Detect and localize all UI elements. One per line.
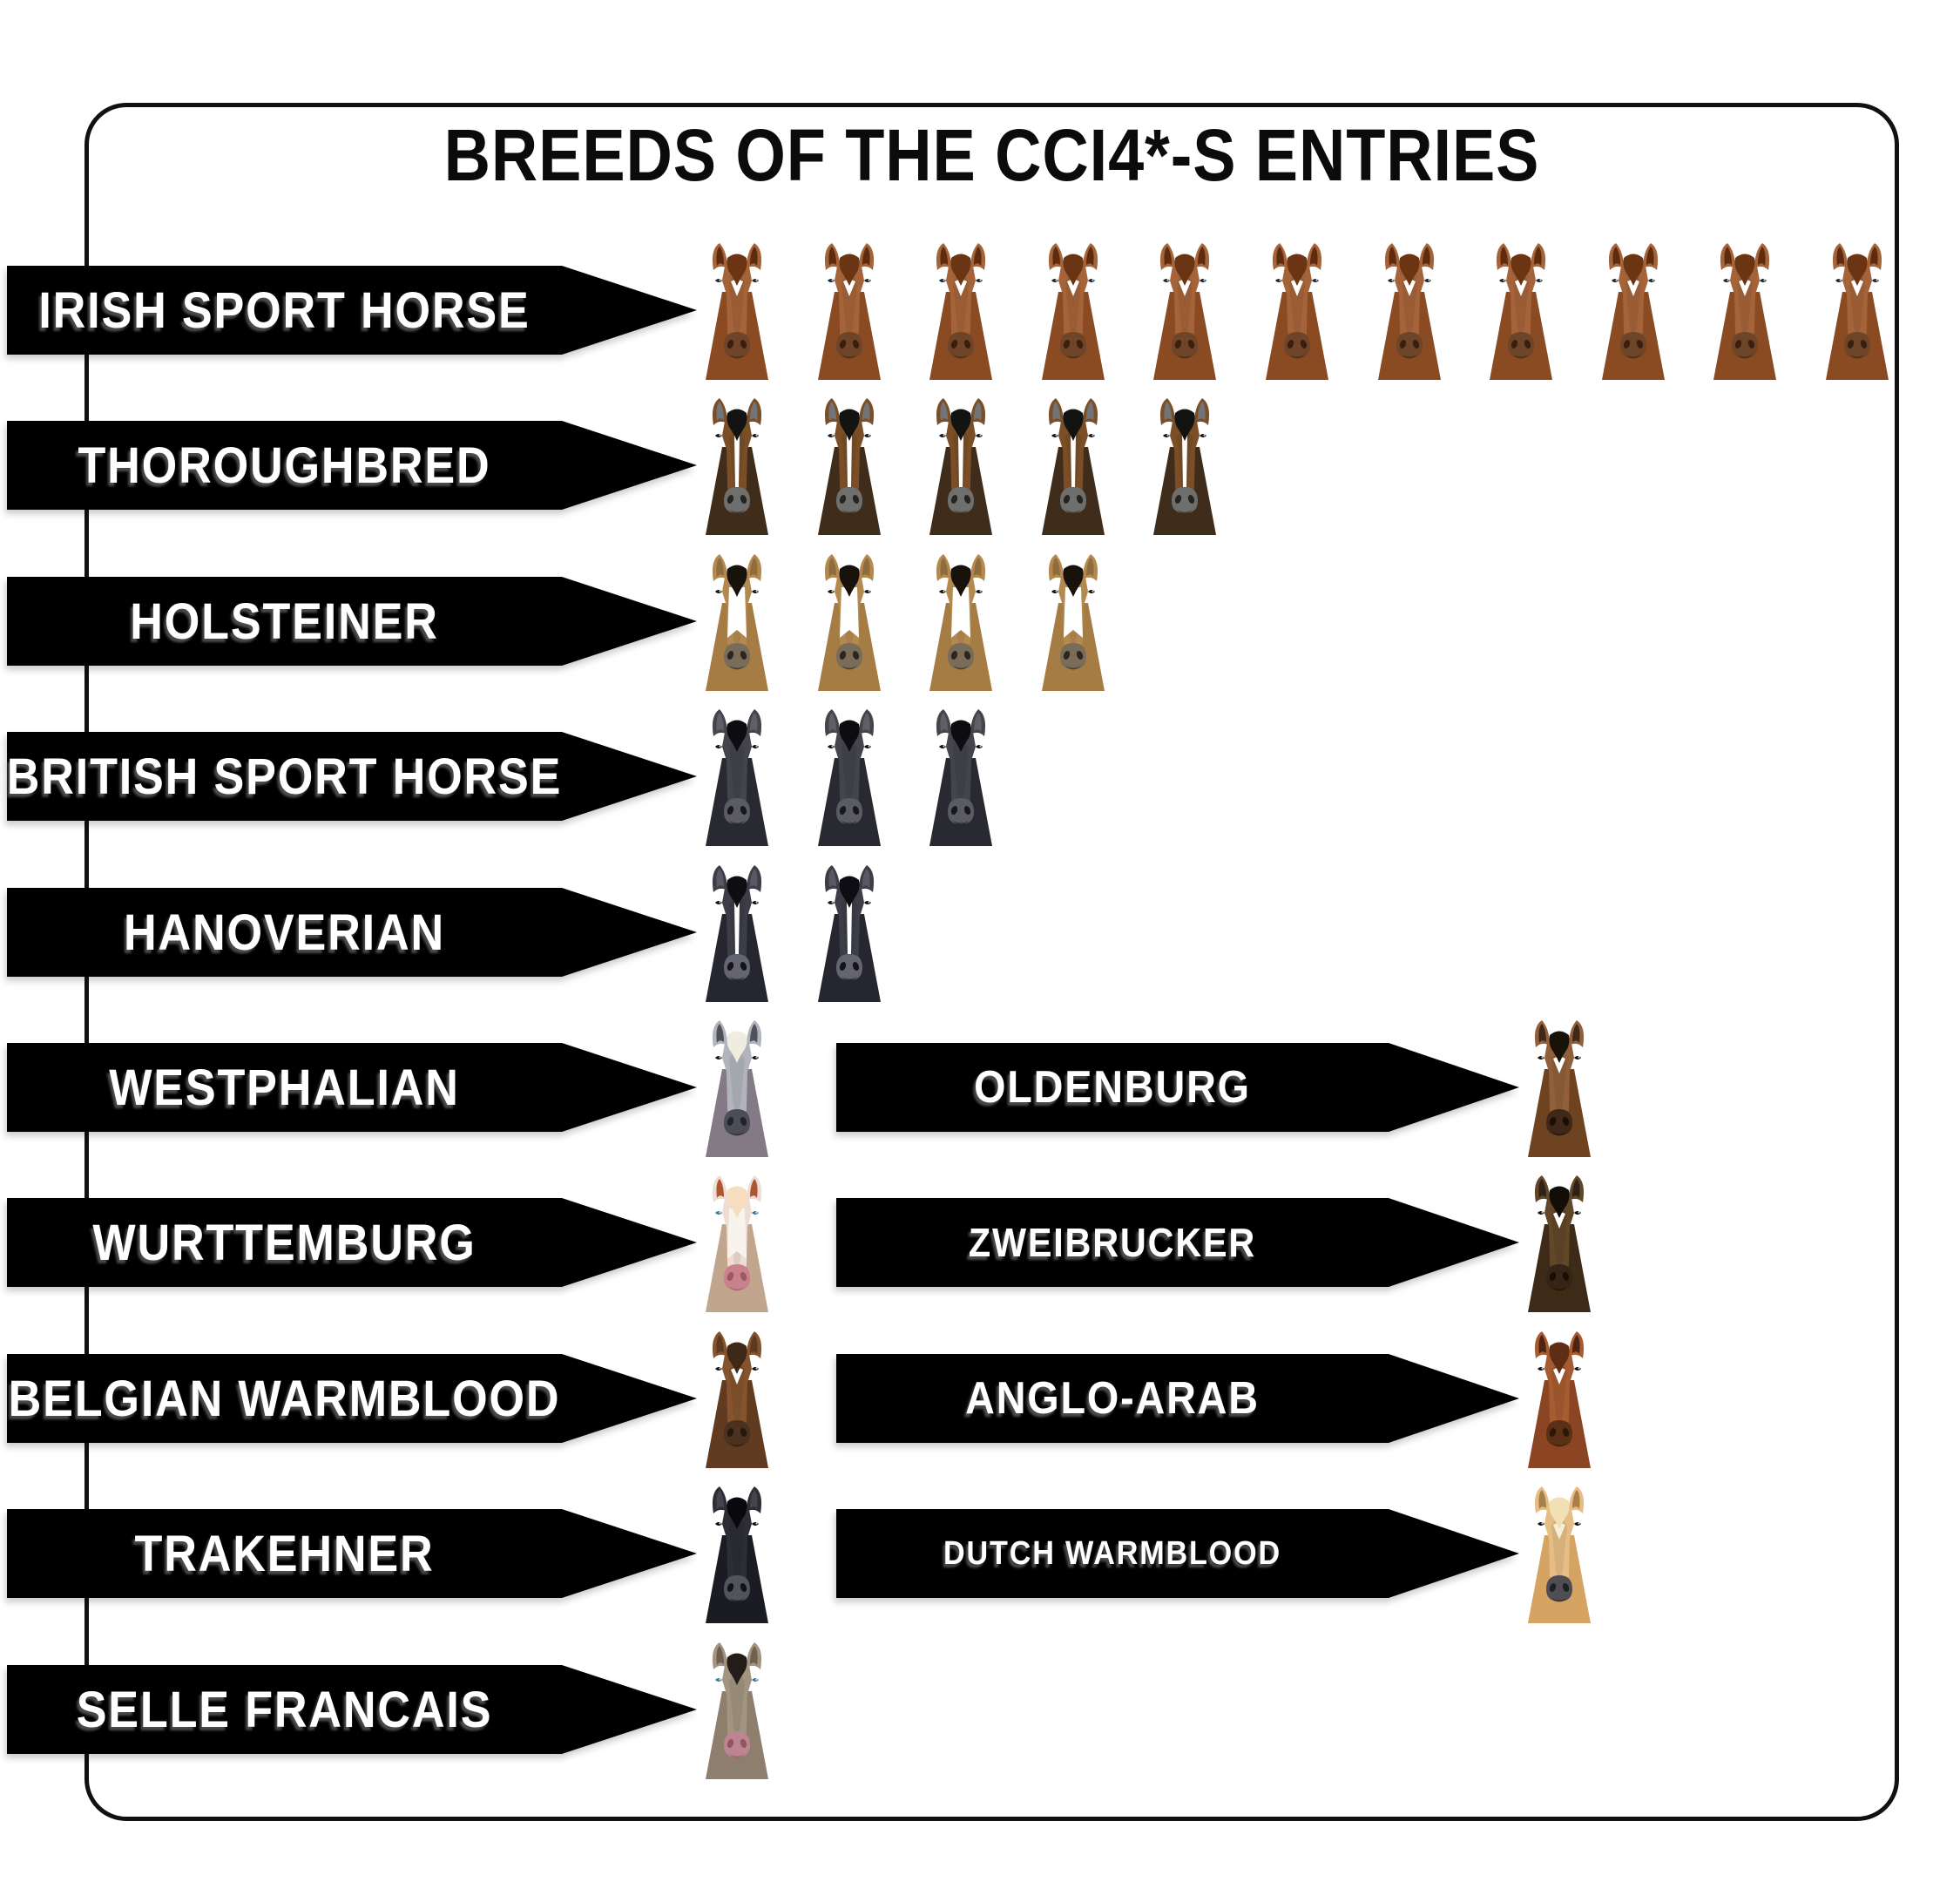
- breed-banner-irish-sport-horse: IRISH SPORT HORSE: [7, 266, 697, 355]
- breed-label-wurttemburg: WURTTEMBURG: [92, 1214, 476, 1271]
- horse-icon-oldenburg: [1524, 1019, 1594, 1157]
- horse-icon-holsteiner: [1038, 553, 1108, 691]
- breed-banner-hanoverian: HANOVERIAN: [7, 888, 697, 977]
- breed-label-british-sport-horse: BRITISH SPORT HORSE: [6, 748, 563, 805]
- breed-label-irish-sport-horse: IRISH SPORT HORSE: [38, 281, 531, 339]
- horse-icon-dutch-warmblood: [1524, 1486, 1594, 1623]
- horse-icon-thoroughbred: [1038, 397, 1108, 535]
- horse-icon-irish-sport-horse: [1375, 242, 1444, 380]
- horse-icon-british-sport-horse: [926, 708, 996, 846]
- horse-icon-irish-sport-horse: [1598, 242, 1668, 380]
- breed-banner-oldenburg: OLDENBURG: [836, 1043, 1519, 1132]
- breed-banner-dutch-warmblood: DUTCH WARMBLOOD: [836, 1509, 1519, 1598]
- horse-icon-irish-sport-horse: [1710, 242, 1780, 380]
- horse-icon-holsteiner: [926, 553, 996, 691]
- breed-label-trakehner: TRAKEHNER: [134, 1525, 435, 1582]
- horse-icon-hanoverian: [702, 864, 772, 1002]
- breed-banner-zweibrucker: ZWEIBRUCKER: [836, 1198, 1519, 1287]
- breed-banner-anglo-arab: ANGLO-ARAB: [836, 1354, 1519, 1443]
- horse-icon-thoroughbred: [814, 397, 884, 535]
- horse-icon-irish-sport-horse: [702, 242, 772, 380]
- horse-icon-belgian-warmblood: [702, 1330, 772, 1468]
- horse-icon-anglo-arab: [1524, 1330, 1594, 1468]
- horse-icon-british-sport-horse: [702, 708, 772, 846]
- breed-label-anglo-arab: ANGLO-ARAB: [965, 1373, 1260, 1424]
- horse-icon-holsteiner: [814, 553, 884, 691]
- breed-label-hanoverian: HANOVERIAN: [124, 904, 445, 961]
- breed-label-holsteiner: HOLSTEINER: [130, 592, 439, 650]
- breed-label-oldenburg: OLDENBURG: [974, 1062, 1251, 1113]
- horse-icon-wurttemburg: [702, 1175, 772, 1312]
- horse-icon-irish-sport-horse: [1822, 242, 1892, 380]
- horse-icon-selle-francais: [702, 1642, 772, 1779]
- horse-icon-british-sport-horse: [814, 708, 884, 846]
- breed-label-westphalian: WESTPHALIAN: [109, 1059, 460, 1116]
- breed-label-thoroughbred: THOROUGHBRED: [78, 437, 491, 494]
- breed-label-zweibrucker: ZWEIBRUCKER: [968, 1220, 1257, 1265]
- horse-icon-irish-sport-horse: [1486, 242, 1556, 380]
- breed-banner-holsteiner: HOLSTEINER: [7, 577, 697, 666]
- breed-banner-wurttemburg: WURTTEMBURG: [7, 1198, 697, 1287]
- horse-icon-thoroughbred: [926, 397, 996, 535]
- horse-icon-irish-sport-horse: [1150, 242, 1220, 380]
- horse-icon-zweibrucker: [1524, 1175, 1594, 1312]
- horse-icon-trakehner: [702, 1486, 772, 1623]
- breed-banner-westphalian: WESTPHALIAN: [7, 1043, 697, 1132]
- breed-label-selle-francais: SELLE FRANCAIS: [76, 1681, 493, 1738]
- horse-icon-irish-sport-horse: [1262, 242, 1332, 380]
- horse-icon-irish-sport-horse: [926, 242, 996, 380]
- horse-icon-irish-sport-horse: [1038, 242, 1108, 380]
- breed-banner-selle-francais: SELLE FRANCAIS: [7, 1665, 697, 1754]
- page-title: BREEDS OF THE CCI4*-S ENTRIES: [443, 113, 1540, 196]
- breed-label-dutch-warmblood: DUTCH WARMBLOOD: [943, 1534, 1281, 1572]
- breed-banner-belgian-warmblood: BELGIAN WARMBLOOD: [7, 1354, 697, 1443]
- breed-label-belgian-warmblood: BELGIAN WARMBLOOD: [8, 1370, 561, 1427]
- horse-icon-thoroughbred: [1150, 397, 1220, 535]
- horse-icon-hanoverian: [814, 864, 884, 1002]
- breed-banner-british-sport-horse: BRITISH SPORT HORSE: [6, 732, 697, 821]
- breed-banner-trakehner: TRAKEHNER: [7, 1509, 697, 1598]
- horse-icon-westphalian: [702, 1019, 772, 1157]
- breed-banner-thoroughbred: THOROUGHBRED: [7, 421, 697, 510]
- horse-icon-irish-sport-horse: [814, 242, 884, 380]
- horse-icon-thoroughbred: [702, 397, 772, 535]
- horse-icon-holsteiner: [702, 553, 772, 691]
